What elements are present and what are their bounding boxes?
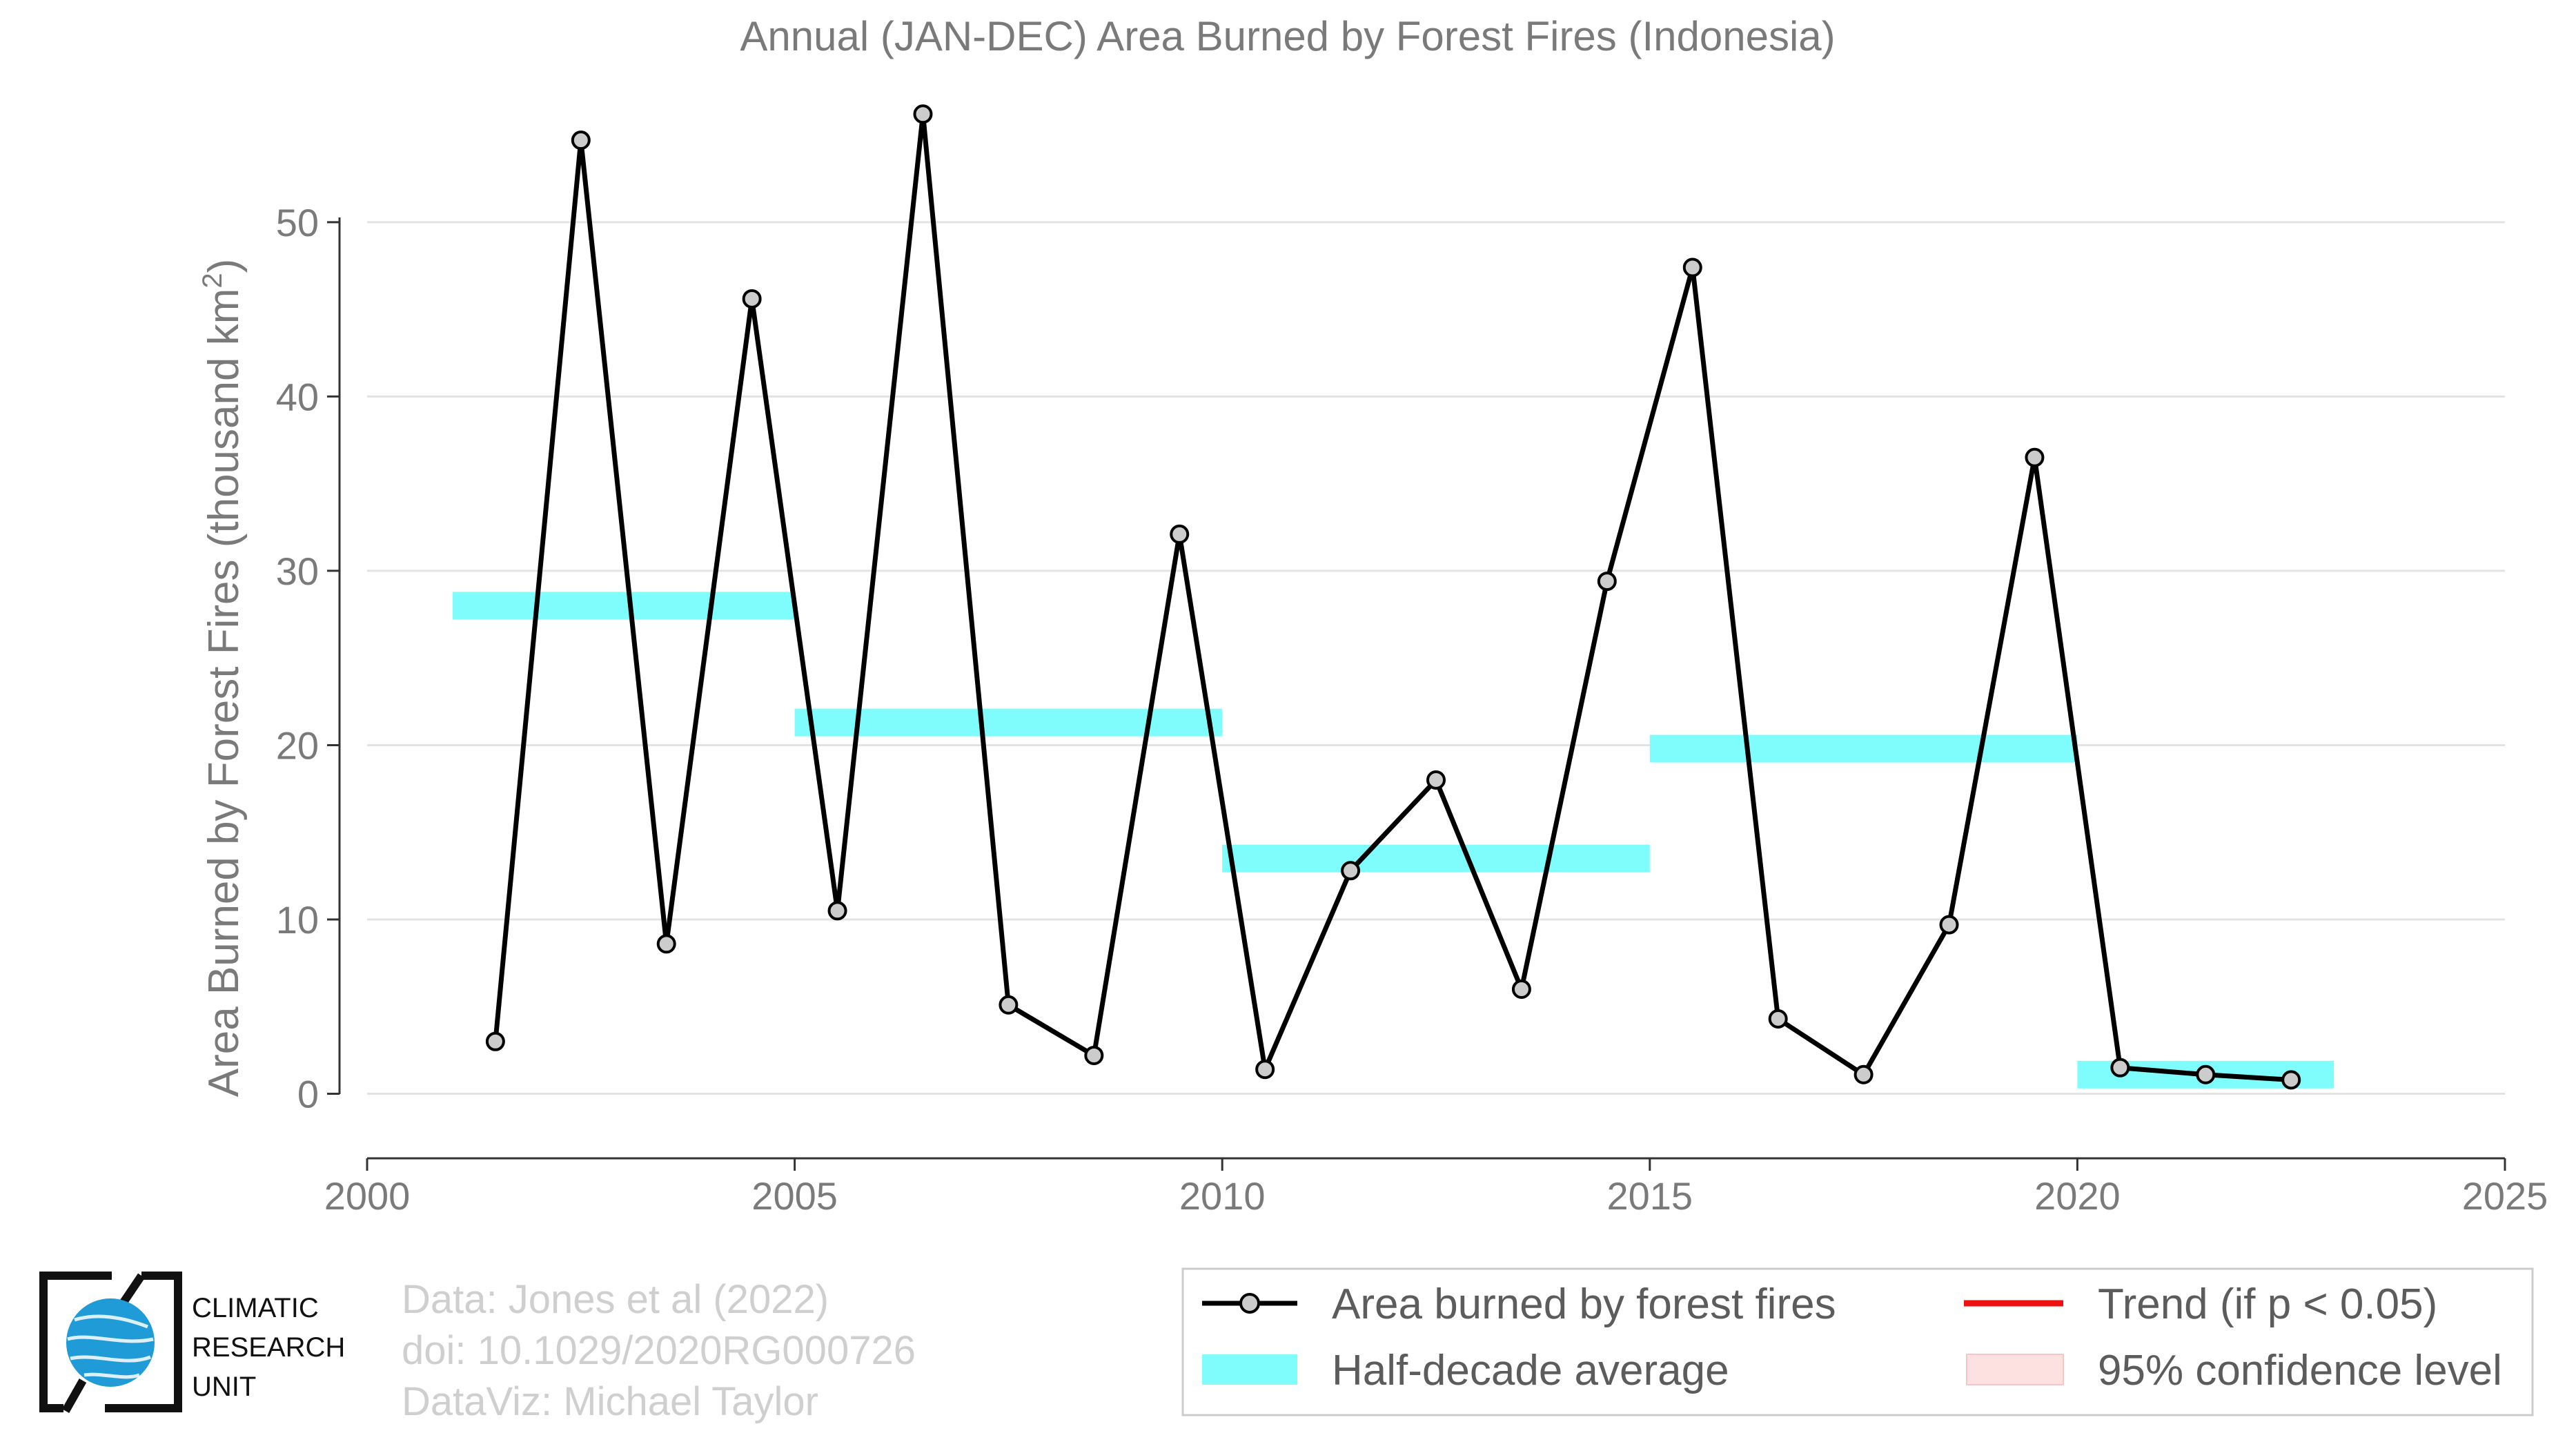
half-decade-band-1: [452, 592, 795, 620]
credit-doi: doi: 10.1029/2020RG000726: [402, 1328, 916, 1373]
half-decade-band-3: [1222, 844, 1650, 873]
legend-confidence-swatch: [1966, 1354, 2064, 1385]
x-tick-label-2010: 2010: [1179, 1174, 1266, 1218]
y-tick-label-20: 20: [276, 723, 319, 767]
data-point-15: [1682, 257, 1702, 277]
legend-half-decade-swatch: [1202, 1354, 1297, 1385]
gridlines: [367, 221, 2505, 1095]
half-decade-band-4: [1649, 734, 2078, 763]
legend-label-half-decade: Half-decade average: [1332, 1347, 1729, 1394]
legend-label-confidence: 95% confidence level: [2098, 1347, 2502, 1394]
data-point-17: [1854, 1064, 1874, 1084]
data-point-18: [1939, 915, 1959, 935]
y-axis-label-close: ): [200, 259, 248, 273]
y-tick-label-10: 10: [276, 898, 319, 942]
logo-text-climatic: CLIMATIC: [192, 1293, 319, 1323]
data-point-6: [913, 104, 933, 124]
y-axis-label-superscript: 2: [197, 273, 228, 288]
logo-bracket-right: [105, 1272, 182, 1412]
x-tick-label-2000: 2000: [324, 1174, 411, 1218]
data-point-2: [571, 130, 591, 150]
data-point-3: [656, 934, 676, 954]
legend: Area burned by forest fires Trend (if p …: [1181, 1267, 2534, 1416]
data-point-9: [1170, 524, 1190, 544]
half-decade-average-bands: [452, 592, 2334, 1089]
x-tick-label-2020: 2020: [2034, 1174, 2121, 1218]
legend-box: [1181, 1267, 2534, 1416]
data-point-11: [1341, 861, 1361, 881]
credit-data-source: Data: Jones et al (2022): [402, 1277, 829, 1322]
data-point-5: [827, 901, 847, 921]
cru-logo: CLIMATIC RESEARCH UNIT: [39, 1272, 345, 1413]
logo-bracket-left: [39, 1272, 112, 1412]
data-point-13: [1511, 980, 1531, 1000]
logo-text-research: RESEARCH: [192, 1332, 345, 1363]
data-point-7: [999, 995, 1019, 1015]
y-tick-label-30: 30: [276, 549, 319, 593]
logo-slash-top: [119, 1273, 145, 1306]
data-point-14: [1597, 572, 1617, 592]
globe-icon: [66, 1298, 155, 1387]
legend-label-area-burned: Area burned by forest fires: [1332, 1280, 1836, 1328]
credit-dataviz: DataViz: Michael Taylor: [402, 1379, 818, 1424]
y-axis-ticks: 0 10 20 30 40 50: [276, 201, 340, 1116]
data-point-10: [1255, 1060, 1275, 1080]
x-tick-label-2015: 2015: [1607, 1174, 1693, 1218]
data-point-8: [1084, 1045, 1104, 1065]
y-tick-label-50: 50: [276, 201, 319, 244]
data-point-16: [1768, 1009, 1788, 1029]
x-axis-ticks: 2000 2005 2010 2015 2020 2025: [324, 1158, 2548, 1218]
legend-marker-swatch: [1239, 1293, 1260, 1314]
logo-text-unit: UNIT: [192, 1372, 256, 1402]
y-tick-label-40: 40: [276, 375, 319, 418]
logo-slash-bottom: [61, 1379, 87, 1413]
chart-title: Annual (JAN-DEC) Area Burned by Forest F…: [740, 13, 1835, 59]
y-tick-label-0: 0: [297, 1073, 319, 1116]
data-point-22: [2281, 1070, 2301, 1090]
series-points: [485, 104, 2301, 1090]
data-point-12: [1426, 770, 1446, 790]
x-tick-label-2005: 2005: [751, 1174, 838, 1218]
y-axis-label: Area Burned by Forest Fires (thousand km…: [197, 259, 248, 1098]
y-axis-label-main: Area Burned by Forest Fires (thousand km: [200, 289, 248, 1098]
data-point-1: [485, 1031, 505, 1051]
data-point-20: [2110, 1058, 2130, 1078]
x-tick-label-2025: 2025: [2462, 1174, 2548, 1218]
legend-label-trend: Trend (if p < 0.05): [2098, 1280, 2437, 1328]
data-point-4: [742, 289, 762, 309]
series-line-area-burned: [493, 111, 2292, 1082]
data-point-19: [2025, 447, 2045, 467]
data-point-21: [2196, 1064, 2216, 1084]
